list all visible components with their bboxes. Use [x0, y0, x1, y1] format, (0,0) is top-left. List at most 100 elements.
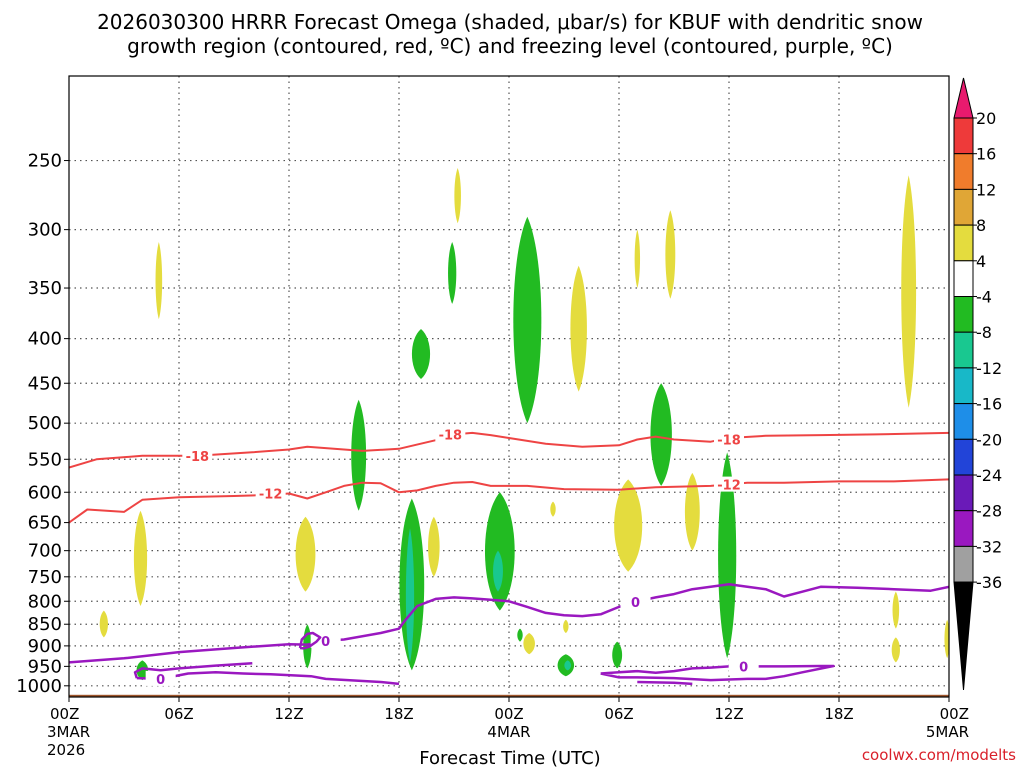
colorbar-label: -16 — [976, 395, 1002, 414]
contour-line — [600, 664, 835, 682]
y-tick-label: 950 — [28, 656, 62, 677]
y-tick-label: 800 — [28, 591, 62, 612]
colorbar-label: 4 — [976, 252, 986, 271]
colorbar-segment — [953, 474, 974, 512]
contour-label: 0 — [156, 673, 165, 688]
x-tick-date-label: 5MAR — [926, 723, 969, 741]
omega-area-neg — [136, 660, 149, 681]
y-tick-label: 700 — [28, 541, 62, 562]
omega-area-pos — [133, 510, 148, 606]
contour-label-bg — [435, 426, 466, 442]
credit-text[interactable]: coolwx.com/modelts — [862, 746, 1016, 764]
contour-label: -18 — [439, 428, 463, 443]
y-tick-label: 450 — [28, 373, 62, 394]
omega-area-neg_strong — [405, 528, 415, 663]
x-tick-label: 18Z — [824, 705, 853, 723]
omega-shaded-areas — [99, 168, 949, 681]
omega-area-pos — [614, 479, 643, 572]
contour-label-bg — [145, 670, 176, 686]
omega-area-neg — [484, 492, 515, 611]
colorbar-segment — [953, 403, 974, 440]
colorbar-label: -24 — [976, 466, 1002, 485]
colorbar-label: -8 — [976, 323, 992, 342]
y-tick-label: 400 — [28, 329, 62, 350]
colorbar-segment — [953, 331, 974, 369]
x-tick-year-label: 2026 — [47, 741, 85, 759]
contour-line — [298, 631, 322, 650]
colorbar-segment — [953, 188, 974, 226]
y-tick-label: 550 — [28, 449, 62, 470]
contour-label: -12 — [259, 488, 283, 503]
y-tick-label: 250 — [28, 151, 62, 172]
omega-area-neg — [650, 383, 672, 486]
x-axis-title: Forecast Time (UTC) — [419, 748, 600, 768]
contour-label-bg — [255, 485, 286, 501]
omega-area-neg — [612, 641, 623, 669]
colorbar-segment — [953, 545, 974, 583]
colorbar-label: 8 — [976, 216, 986, 235]
contour-label-bg — [714, 476, 744, 492]
chart-title-line-2: growth region (contoured, red, ºC) and f… — [127, 34, 893, 58]
omega-area-pos — [99, 610, 108, 638]
contour-label: -18 — [186, 450, 210, 465]
contour-label: 0 — [631, 596, 640, 611]
omega-area-neg_strong — [493, 550, 503, 592]
omega-area-pos — [634, 229, 641, 289]
colorbar-label: -32 — [976, 537, 1002, 556]
colorbar-label: -36 — [976, 573, 1002, 592]
omega-area-pos — [454, 168, 461, 224]
x-tick-label: 18Z — [384, 705, 413, 723]
omega-area-pos — [944, 619, 949, 659]
y-tick-label: 500 — [28, 413, 62, 434]
omega-area-pos — [563, 619, 569, 634]
y-axis: 2503003504004505005506006507007508008509… — [16, 151, 69, 697]
contour-label-bg — [620, 594, 651, 610]
contour-line — [133, 661, 253, 679]
y-tick-label: 1000 — [16, 676, 62, 697]
omega-area-neg — [517, 628, 523, 642]
x-tick-label: 06Z — [604, 705, 633, 723]
omega-area-pos — [570, 265, 587, 392]
y-tick-label: 900 — [28, 636, 62, 657]
omega-area-pos — [665, 210, 676, 299]
omega-area-neg — [411, 329, 431, 380]
colorbar-segment — [953, 438, 974, 476]
chart-title-line-1: 2026030300 HRRR Forecast Omega (shaded, … — [97, 10, 923, 34]
colorbar-segment — [953, 260, 974, 297]
x-tick-label: 00Z — [494, 705, 523, 723]
contour-lines: -18 -18 -18 -12 -12 0 0 0 0 — [69, 426, 949, 688]
colorbar-segment — [953, 367, 974, 405]
x-tick-date-label: 4MAR — [487, 723, 530, 741]
contour-label-bg — [728, 658, 759, 674]
y-tick-label: 600 — [28, 482, 62, 503]
y-tick-label: 300 — [28, 220, 62, 241]
colorbar-segment — [953, 510, 974, 547]
colorbar-label: -20 — [976, 430, 1002, 449]
colorbar-segment — [953, 153, 974, 190]
omega-area-pos — [891, 637, 900, 663]
omega-area-pos — [684, 472, 700, 551]
colorbar: 20 16 12 8 4 -4 -8 -12 -16 -20 -24 -28 -32 -36 — [953, 77, 1002, 691]
contour-label-bg — [714, 431, 744, 447]
omega-area-pos — [155, 242, 163, 320]
colorbar-segment — [953, 117, 974, 155]
colorbar-label: -12 — [976, 359, 1002, 378]
colorbar-segment — [953, 224, 974, 262]
omega-area-pos — [892, 591, 900, 629]
omega-area-neg — [718, 452, 737, 659]
colorbar-bottom-triangle — [953, 581, 974, 691]
colorbar-label: -28 — [976, 502, 1002, 521]
ground-fill — [69, 694, 949, 697]
contour-label: -18 — [717, 433, 741, 448]
x-tick-label: 06Z — [164, 705, 193, 723]
plot-area — [69, 76, 949, 697]
omega-area-neg — [513, 216, 542, 424]
contour-label: -12 — [717, 479, 741, 494]
omega-area-pos — [295, 516, 316, 592]
contour-line — [637, 680, 693, 686]
contour-label-bg — [182, 447, 213, 463]
omega-area-pos — [550, 501, 556, 517]
colorbar-label: 16 — [976, 145, 996, 164]
